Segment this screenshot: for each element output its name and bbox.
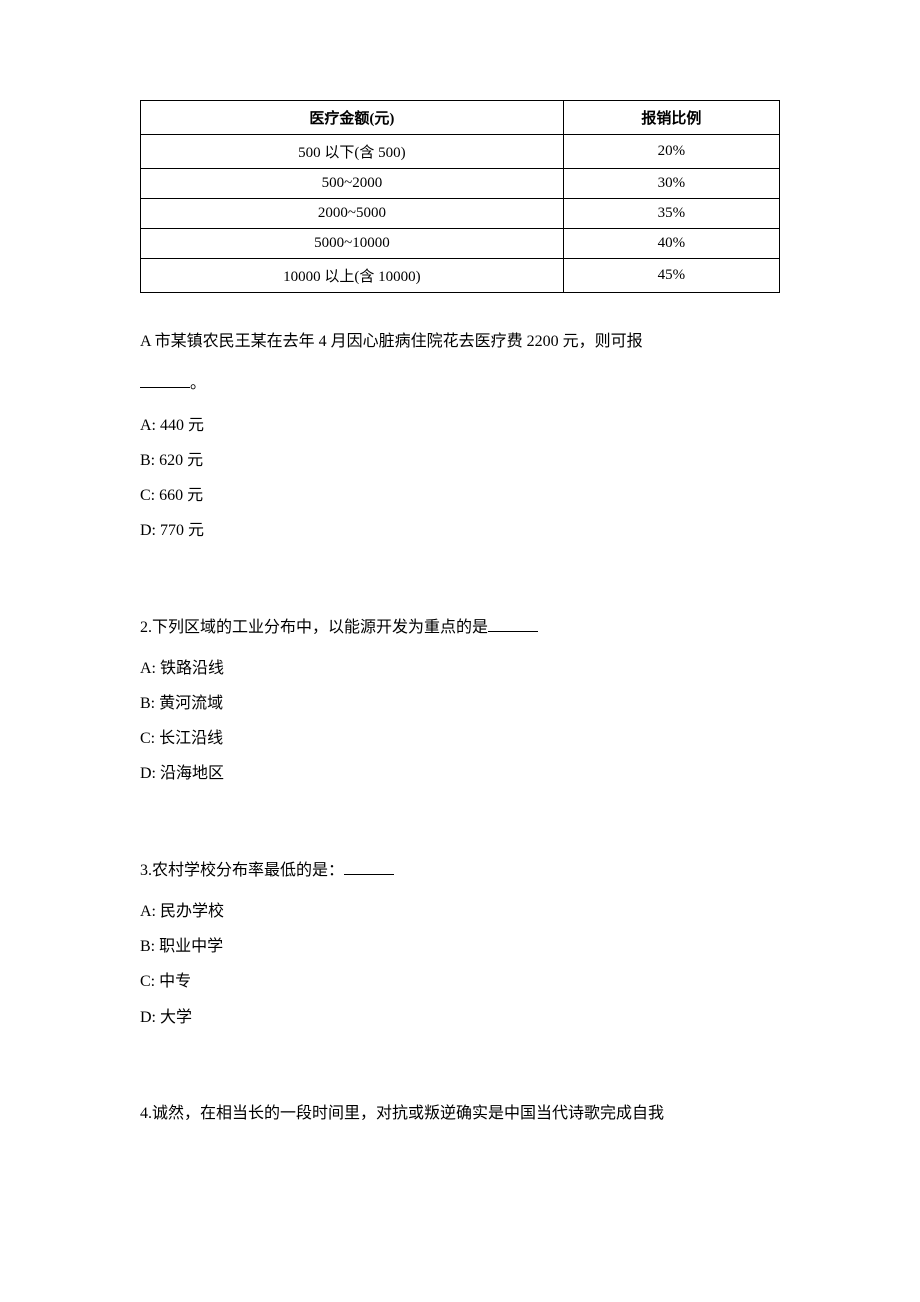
- table-header-amount: 医疗金额(元): [141, 101, 564, 135]
- blank-underline: [488, 631, 538, 632]
- table-cell-ratio: 35%: [563, 199, 779, 229]
- table-row: 5000~10000 40%: [141, 229, 780, 259]
- question-2-stem: 2.下列区域的工业分布中，以能源开发为重点的是: [140, 609, 780, 647]
- question-3-stem-text: 3.农村学校分布率最低的是：: [140, 862, 344, 879]
- question-3: 3.农村学校分布率最低的是： A: 民办学校 B: 职业中学 C: 中专 D: …: [140, 852, 780, 1035]
- table-cell-amount: 10000 以上(含 10000): [141, 259, 564, 293]
- question-2: 2.下列区域的工业分布中，以能源开发为重点的是 A: 铁路沿线 B: 黄河流域 …: [140, 609, 780, 792]
- table-header-row: 医疗金额(元) 报销比例: [141, 101, 780, 135]
- table-row: 10000 以上(含 10000) 45%: [141, 259, 780, 293]
- question-3-option-b: B: 职业中学: [140, 929, 780, 964]
- question-1-option-a: A: 440 元: [140, 408, 780, 443]
- table-cell-ratio: 45%: [563, 259, 779, 293]
- table-cell-ratio: 40%: [563, 229, 779, 259]
- question-4-stem: 4.诚然，在相当长的一段时间里，对抗或叛逆确实是中国当代诗歌完成自我: [140, 1095, 780, 1133]
- question-3-option-c: C: 中专: [140, 964, 780, 999]
- question-1-stem-line1: A 市某镇农民王某在去年 4 月因心脏病住院花去医疗费 2200 元，则可报: [140, 323, 780, 361]
- table-cell-amount: 500 以下(含 500): [141, 135, 564, 169]
- question-1-option-c: C: 660 元: [140, 478, 780, 513]
- blank-underline: [344, 874, 394, 875]
- reimbursement-table: 医疗金额(元) 报销比例 500 以下(含 500) 20% 500~2000 …: [140, 100, 780, 293]
- question-2-option-c: C: 长江沿线: [140, 721, 780, 756]
- question-2-option-b: B: 黄河流域: [140, 686, 780, 721]
- question-2-stem-text: 2.下列区域的工业分布中，以能源开发为重点的是: [140, 619, 488, 636]
- table-cell-ratio: 20%: [563, 135, 779, 169]
- question-4: 4.诚然，在相当长的一段时间里，对抗或叛逆确实是中国当代诗歌完成自我: [140, 1095, 780, 1133]
- question-1-option-b: B: 620 元: [140, 443, 780, 478]
- question-1-option-d: D: 770 元: [140, 513, 780, 548]
- question-3-option-a: A: 民办学校: [140, 894, 780, 929]
- question-3-stem: 3.农村学校分布率最低的是：: [140, 852, 780, 890]
- table-cell-ratio: 30%: [563, 169, 779, 199]
- table-cell-amount: 500~2000: [141, 169, 564, 199]
- question-2-option-a: A: 铁路沿线: [140, 651, 780, 686]
- question-1: A 市某镇农民王某在去年 4 月因心脏病住院花去医疗费 2200 元，则可报 。…: [140, 323, 780, 549]
- table-cell-amount: 5000~10000: [141, 229, 564, 259]
- blank-underline: [140, 387, 190, 388]
- question-2-option-d: D: 沿海地区: [140, 756, 780, 791]
- question-1-suffix: 。: [190, 375, 206, 392]
- table-row: 2000~5000 35%: [141, 199, 780, 229]
- table-header-ratio: 报销比例: [563, 101, 779, 135]
- question-1-stem-line2: 。: [140, 365, 780, 403]
- table-row: 500 以下(含 500) 20%: [141, 135, 780, 169]
- table-cell-amount: 2000~5000: [141, 199, 564, 229]
- table-row: 500~2000 30%: [141, 169, 780, 199]
- question-3-option-d: D: 大学: [140, 1000, 780, 1035]
